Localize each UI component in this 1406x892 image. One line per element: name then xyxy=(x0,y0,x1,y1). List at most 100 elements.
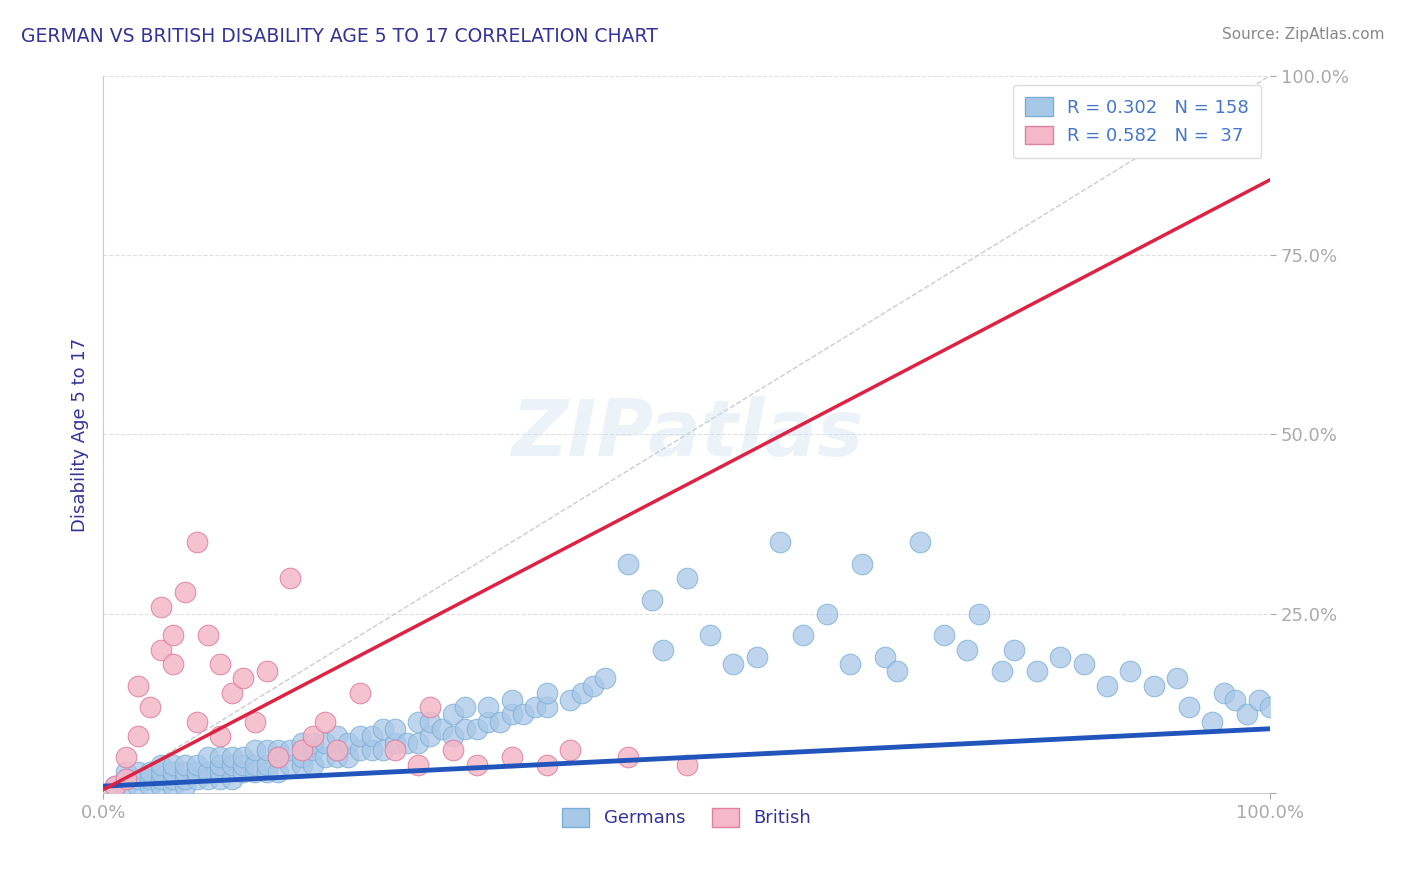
Point xyxy=(302,743,325,757)
Point xyxy=(243,757,266,772)
Point xyxy=(875,650,897,665)
Point xyxy=(886,665,908,679)
Point xyxy=(127,679,149,693)
Point xyxy=(150,757,173,772)
Point xyxy=(267,743,290,757)
Point xyxy=(256,764,278,779)
Point xyxy=(395,736,418,750)
Point xyxy=(127,764,149,779)
Point xyxy=(558,693,581,707)
Point xyxy=(186,764,208,779)
Point xyxy=(173,779,195,793)
Point xyxy=(267,750,290,764)
Point xyxy=(384,743,406,757)
Point xyxy=(173,764,195,779)
Point xyxy=(278,743,301,757)
Point xyxy=(314,714,336,729)
Point xyxy=(115,764,138,779)
Point xyxy=(243,714,266,729)
Point xyxy=(384,736,406,750)
Point xyxy=(221,750,243,764)
Point xyxy=(243,743,266,757)
Point xyxy=(441,743,464,757)
Point xyxy=(512,707,534,722)
Point xyxy=(162,772,184,786)
Point xyxy=(501,707,523,722)
Text: Source: ZipAtlas.com: Source: ZipAtlas.com xyxy=(1222,27,1385,42)
Point xyxy=(150,764,173,779)
Point xyxy=(115,772,138,786)
Point xyxy=(127,729,149,743)
Point xyxy=(267,764,290,779)
Point xyxy=(208,757,231,772)
Point xyxy=(419,700,441,714)
Point xyxy=(115,772,138,786)
Point xyxy=(104,779,127,793)
Point xyxy=(349,729,371,743)
Point xyxy=(465,757,488,772)
Point xyxy=(139,700,162,714)
Point xyxy=(967,607,990,621)
Point xyxy=(956,642,979,657)
Point xyxy=(1026,665,1049,679)
Point xyxy=(162,764,184,779)
Point xyxy=(150,779,173,793)
Point xyxy=(302,736,325,750)
Point xyxy=(477,714,499,729)
Point xyxy=(314,736,336,750)
Point xyxy=(115,779,138,793)
Point xyxy=(360,743,382,757)
Point xyxy=(127,779,149,793)
Point xyxy=(208,750,231,764)
Point xyxy=(1247,693,1270,707)
Point xyxy=(186,757,208,772)
Point xyxy=(769,535,792,549)
Legend: Germans, British: Germans, British xyxy=(555,801,818,835)
Point xyxy=(454,722,477,736)
Point xyxy=(1225,693,1247,707)
Point xyxy=(325,729,347,743)
Point xyxy=(489,714,512,729)
Point xyxy=(1095,679,1118,693)
Point xyxy=(150,642,173,657)
Point xyxy=(302,729,325,743)
Point xyxy=(1201,714,1223,729)
Point xyxy=(173,772,195,786)
Point xyxy=(337,736,360,750)
Point xyxy=(325,743,347,757)
Point xyxy=(477,700,499,714)
Point xyxy=(536,686,558,700)
Point xyxy=(419,729,441,743)
Point xyxy=(384,722,406,736)
Point xyxy=(1177,700,1199,714)
Point xyxy=(441,707,464,722)
Point xyxy=(256,743,278,757)
Point xyxy=(675,571,697,585)
Point xyxy=(593,672,616,686)
Text: GERMAN VS BRITISH DISABILITY AGE 5 TO 17 CORRELATION CHART: GERMAN VS BRITISH DISABILITY AGE 5 TO 17… xyxy=(21,27,658,45)
Point xyxy=(408,736,430,750)
Point xyxy=(186,535,208,549)
Point xyxy=(932,628,955,642)
Point xyxy=(325,743,347,757)
Point xyxy=(908,535,931,549)
Point xyxy=(419,714,441,729)
Point xyxy=(373,743,395,757)
Point xyxy=(501,750,523,764)
Point xyxy=(349,686,371,700)
Point xyxy=(208,729,231,743)
Point xyxy=(302,757,325,772)
Point xyxy=(337,750,360,764)
Point xyxy=(243,764,266,779)
Point xyxy=(208,657,231,672)
Point xyxy=(162,628,184,642)
Point xyxy=(290,757,312,772)
Point xyxy=(571,686,593,700)
Point xyxy=(267,750,290,764)
Point xyxy=(524,700,547,714)
Point xyxy=(173,757,195,772)
Point xyxy=(839,657,862,672)
Text: ZIPatlas: ZIPatlas xyxy=(510,396,863,473)
Point xyxy=(150,772,173,786)
Point xyxy=(501,693,523,707)
